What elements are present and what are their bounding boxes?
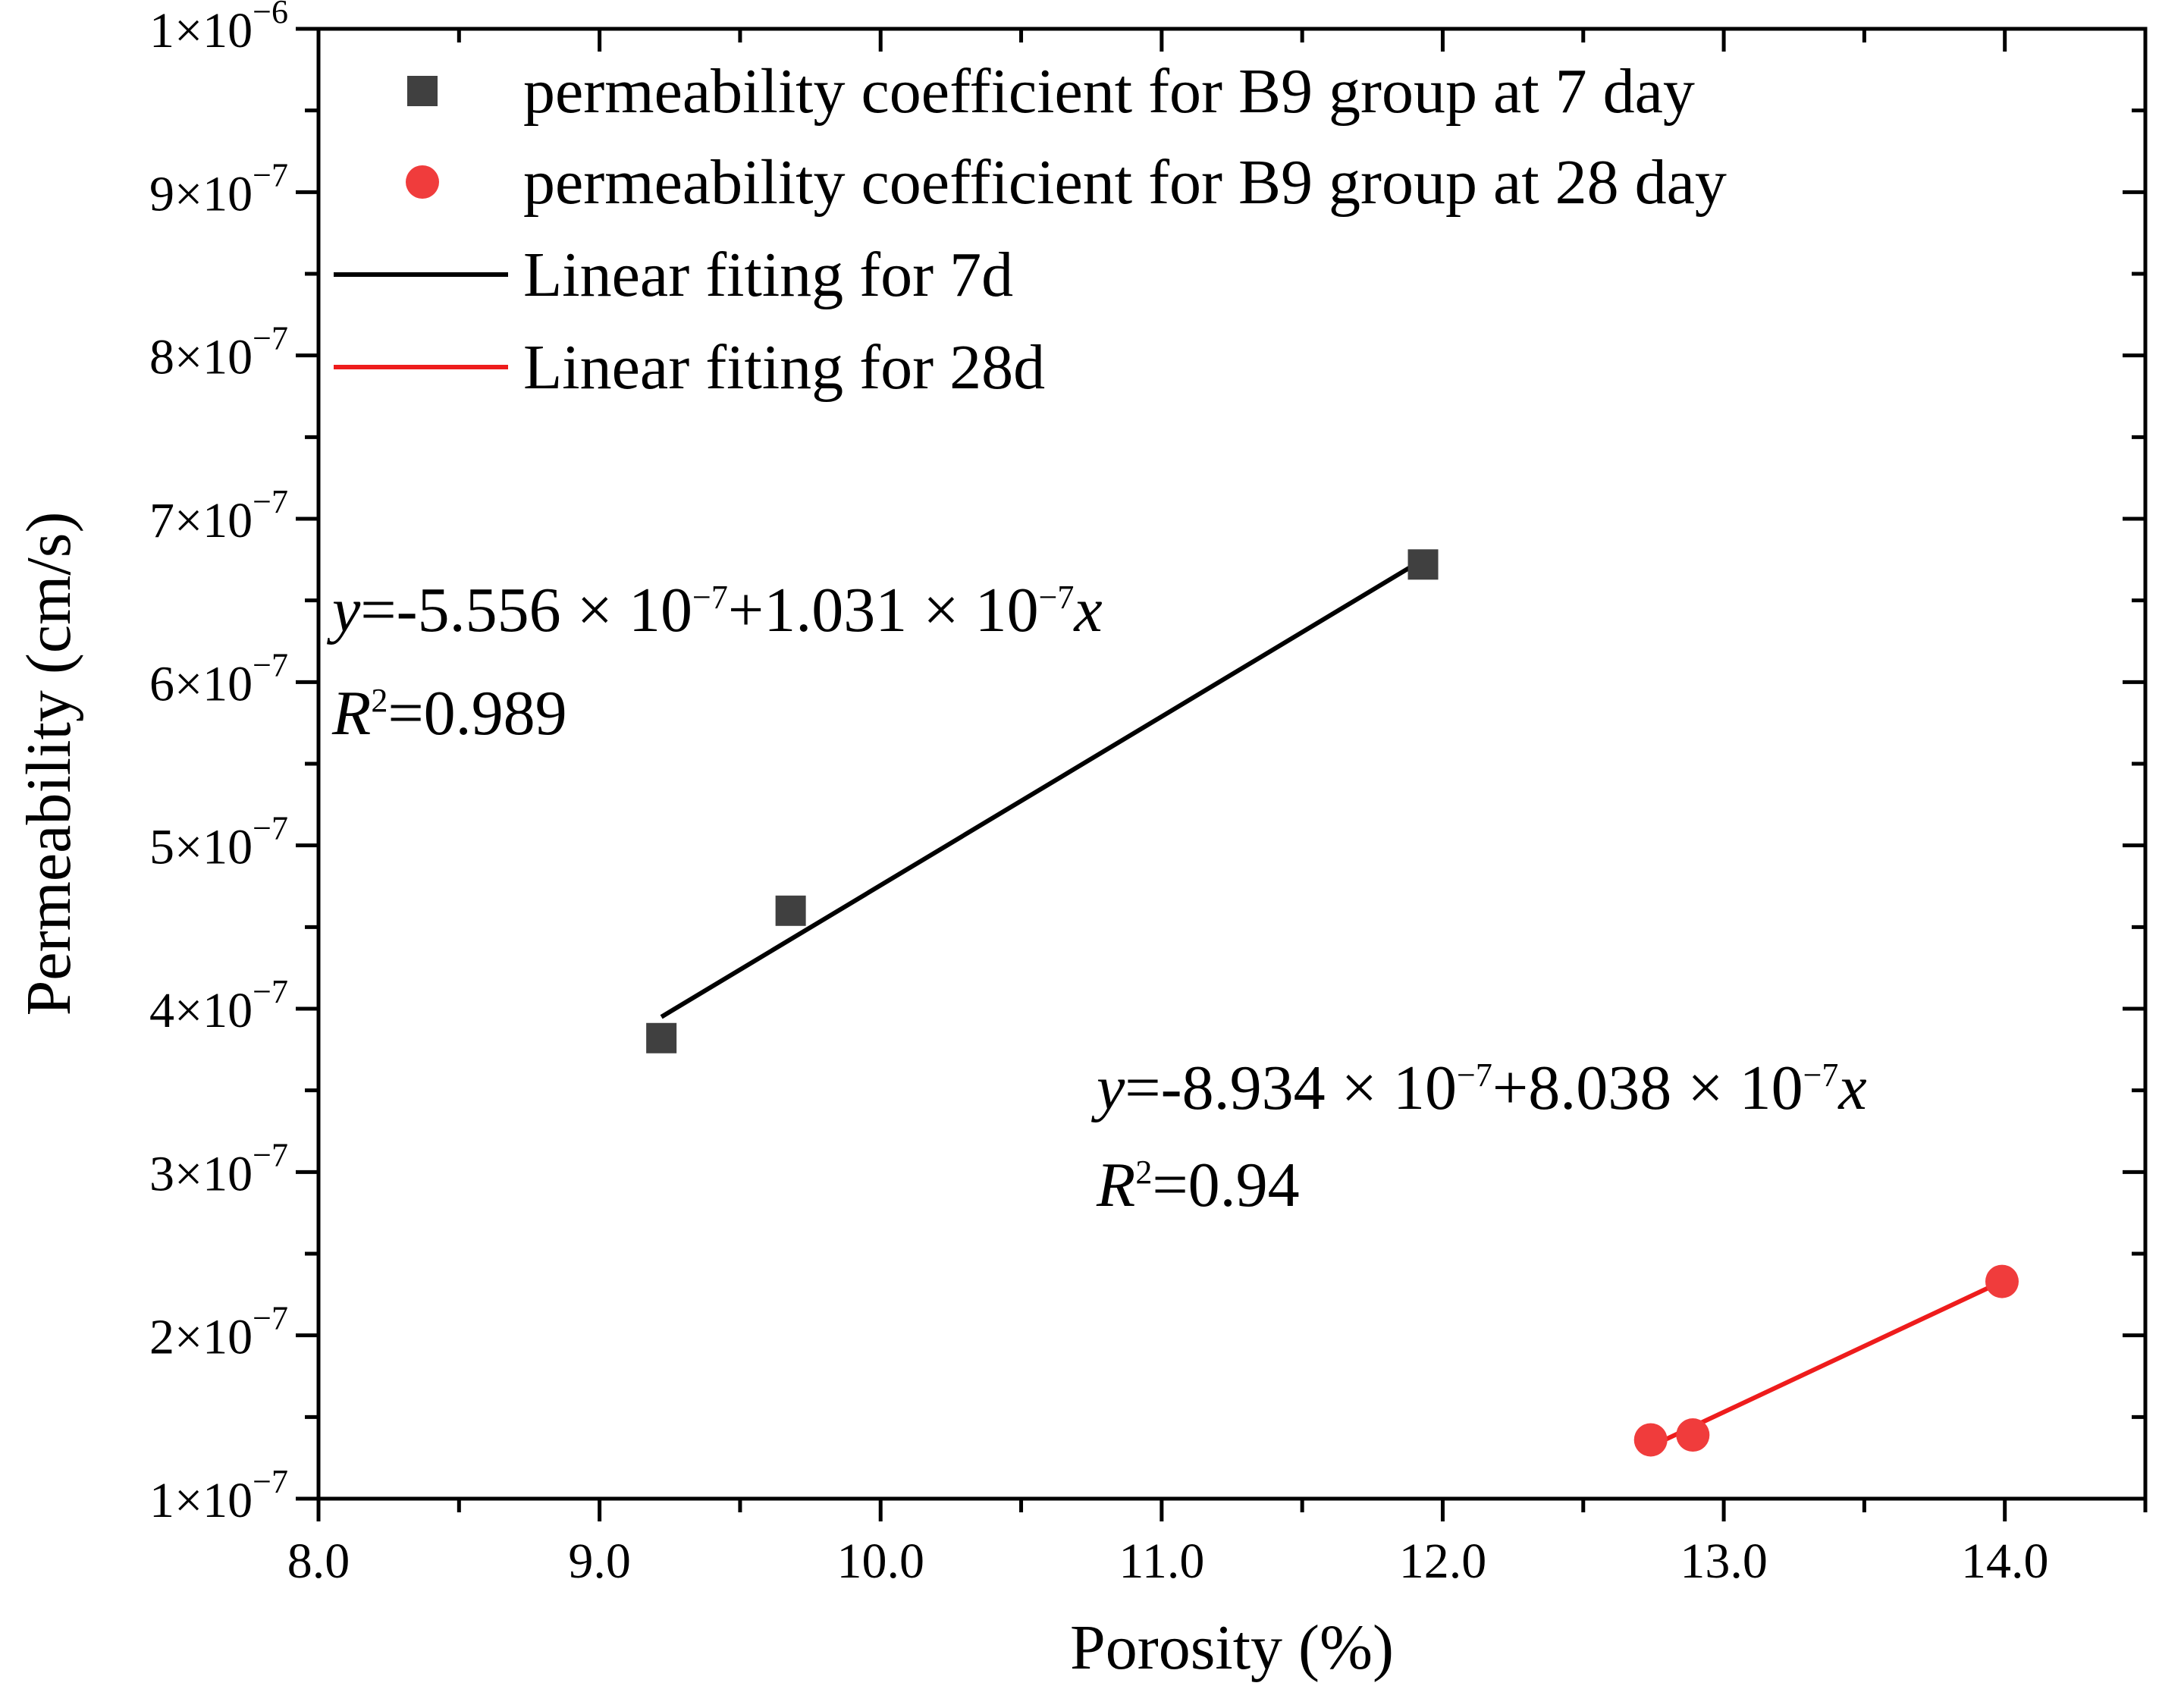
y-tick-label: 4×10−7 [149,973,288,1038]
fit-line-28d [1649,1279,2004,1449]
y-tick-label: 6×10−7 [149,646,288,711]
fit-r2-28d: R2=0.94 [1096,1150,1300,1220]
y-tick-label: 2×10−7 [149,1300,288,1365]
y-tick-label: 1×10−7 [149,1463,288,1528]
data-markers [646,549,2019,1457]
fit-equation-7d: y=-5.556 × 10−7+1.031 × 10−7x [326,575,1103,645]
legend-label-7-day: permeability coefficient for B9 group at… [523,56,1695,127]
data-point-28-day [1676,1418,1710,1452]
y-tick-label: 3×10−7 [149,1136,288,1201]
legend-label-28-day: permeability coefficient for B9 group at… [523,147,1727,218]
plot-frame [316,27,2148,1501]
legend: permeability coefficient for B9 group at… [334,56,1727,403]
fit-annotation-7d: y=-5.556 × 10−7+1.031 × 10−7x R2=0.989 [326,575,1103,749]
x-tick-label: 9.0 [568,1534,631,1589]
y-tick-label: 8×10−7 [149,320,288,385]
y-tick-label: 7×10−7 [149,483,288,548]
y-tick-label: 1×10−6 [149,0,288,58]
data-point-7-day [646,1022,677,1053]
fit-equation-28d: y=-8.934 × 10−7+8.038 × 10−7x [1090,1053,1867,1123]
data-point-28-day [1985,1264,2019,1298]
x-axis-title: Porosity (%) [1070,1612,1394,1683]
y-axis-title: Permeability (cm/s) [14,512,84,1016]
x-tick-label: 10.0 [836,1534,924,1589]
x-tick-label: 8.0 [287,1534,350,1589]
fit-lines [660,557,2004,1449]
legend-label-fit-7d: Linear fiting for 7d [523,240,1013,310]
y-tick-label: 5×10−7 [149,810,288,875]
data-point-7-day [775,895,806,926]
x-tick-label: 13.0 [1680,1534,1768,1589]
x-tick-label: 11.0 [1119,1534,1204,1589]
legend-marker-7-day [407,76,438,106]
fit-line-7d [660,557,1425,1019]
data-point-7-day [1407,549,1439,580]
legend-marker-28-day [406,165,439,199]
x-tick-label: 12.0 [1399,1534,1487,1589]
x-tick-label: 14.0 [1961,1534,2049,1589]
y-tick-label: 9×10−7 [149,156,288,221]
fit-annotation-28d: y=-8.934 × 10−7+8.038 × 10−7x R2=0.94 [1090,1053,1867,1220]
ticks-layer: 8.0 9.0 10.0 11.0 12.0 13.0 14.0 1×10−7 2×10−7 3×… [149,0,2148,1589]
fit-r2-7d: R2=0.989 [331,678,567,749]
legend-label-fit-28d: Linear fiting for 28d [523,332,1045,403]
data-point-28-day [1633,1423,1668,1457]
